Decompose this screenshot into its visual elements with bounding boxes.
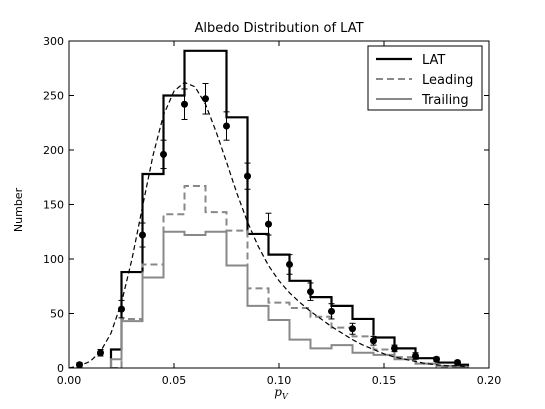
- series-trailing-line: [110, 230, 469, 368]
- data-point: [139, 231, 146, 239]
- legend-label-leading: Leading: [422, 73, 473, 88]
- y-tick-label: 150: [43, 199, 64, 212]
- data-point: [307, 288, 314, 296]
- data-point: [181, 100, 188, 108]
- y-tick-label: 200: [43, 144, 64, 157]
- y-tick-label: 250: [43, 90, 64, 103]
- data-point: [433, 355, 440, 363]
- legend: LAT Leading Trailing: [367, 45, 483, 111]
- data-point: [454, 359, 461, 367]
- legend-label-lat: LAT: [422, 53, 445, 68]
- data-point: [223, 122, 230, 130]
- data-point: [349, 325, 356, 333]
- chart-title: Albedo Distribution of LAT: [194, 21, 363, 36]
- data-point: [265, 220, 272, 228]
- data-point: [328, 307, 335, 315]
- y-tick-label: 300: [43, 35, 64, 48]
- data-point: [244, 172, 251, 180]
- x-tick-label: 0.20: [477, 374, 502, 387]
- x-axis-label: pV: [274, 385, 289, 401]
- data-point: [286, 260, 293, 268]
- plot-area: [69, 49, 470, 368]
- data-point: [202, 95, 209, 103]
- data-point: [97, 349, 104, 357]
- y-tick-label: 0: [57, 362, 64, 375]
- y-tick-label: 50: [50, 308, 64, 321]
- y-axis-label: Number: [12, 187, 25, 232]
- data-point: [160, 150, 167, 158]
- data-point: [118, 305, 125, 313]
- x-tick-label: 0.05: [162, 374, 187, 387]
- fit-curve: [69, 81, 469, 368]
- x-tick-label: 0.15: [372, 374, 397, 387]
- data-point: [412, 352, 419, 360]
- data-point: [76, 361, 83, 368]
- series-lat-line: [109, 49, 470, 368]
- x-tick-label: 0.10: [267, 374, 292, 387]
- x-tick-label: 0.00: [57, 374, 82, 387]
- data-point: [391, 344, 398, 352]
- plot-contents: [69, 49, 470, 368]
- series-leading-line: [111, 184, 468, 368]
- axes: 0.00 0.05 0.10 0.15 0.20 0 50 100 150 200 250 300: [43, 35, 501, 387]
- y-tick-label: 100: [43, 253, 64, 266]
- data-point: [370, 337, 377, 345]
- legend-label-trailing: Trailing: [421, 93, 469, 108]
